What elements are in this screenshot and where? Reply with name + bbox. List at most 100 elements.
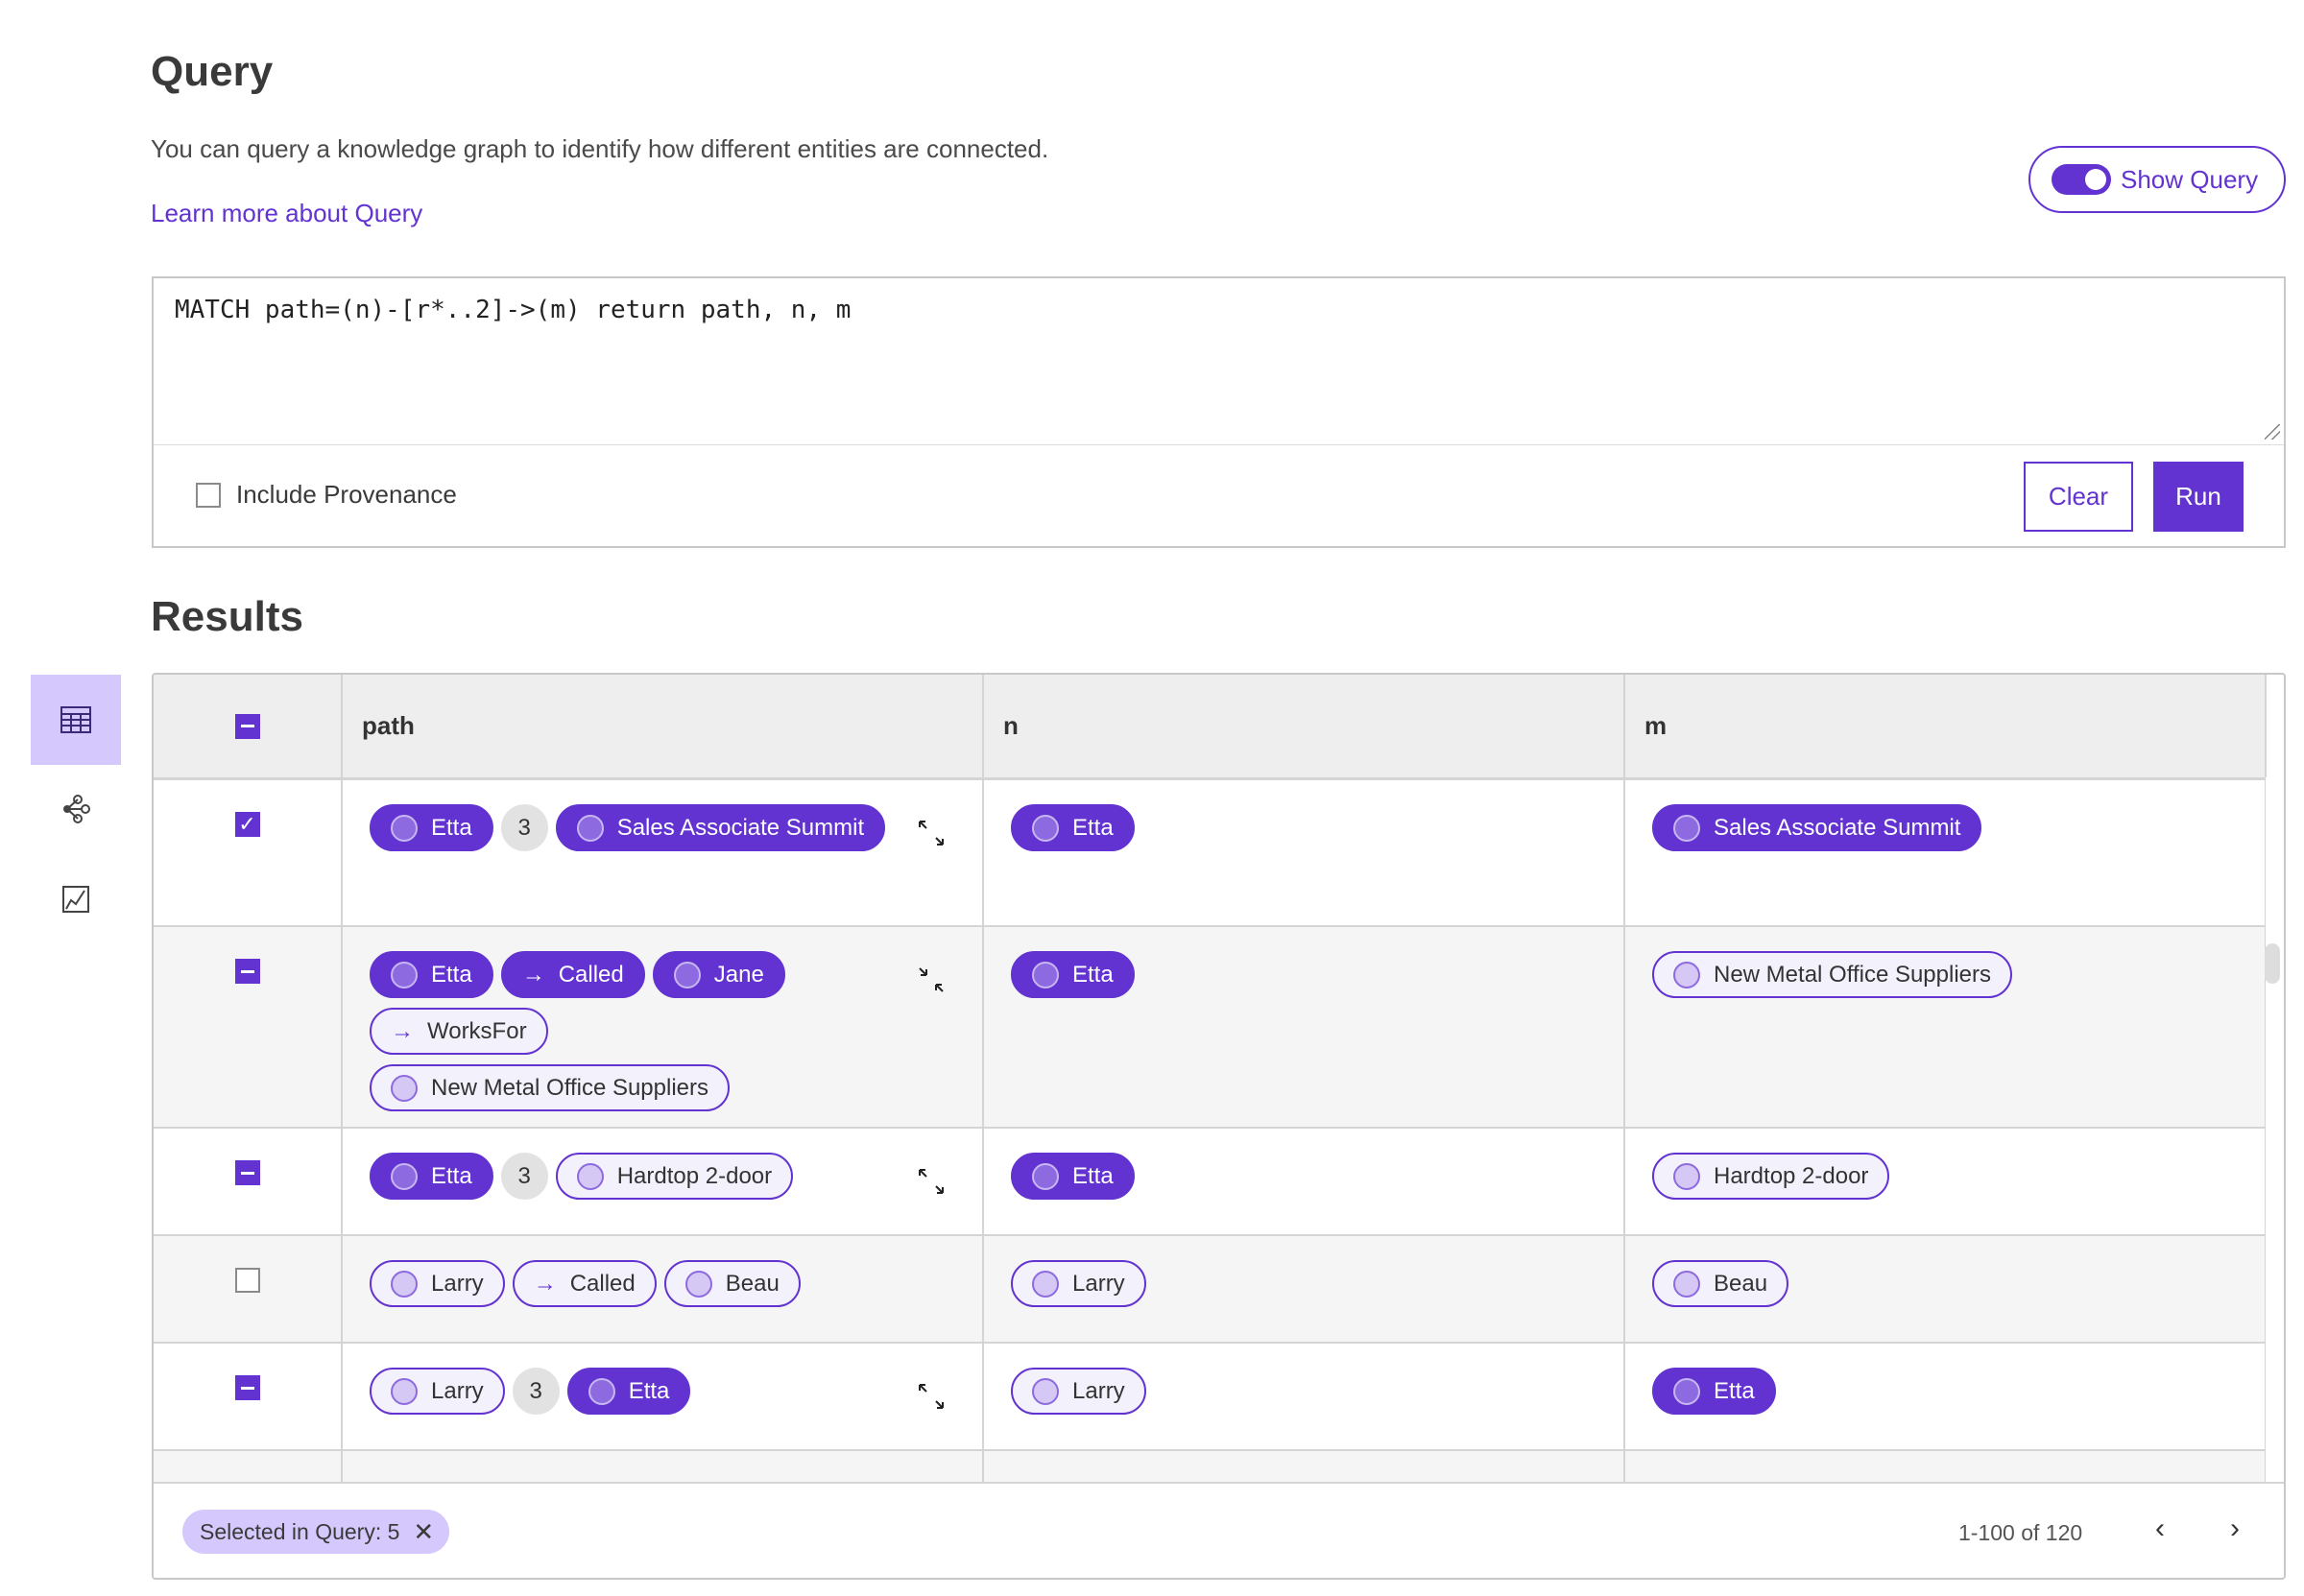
node-chip[interactable]: Etta xyxy=(1652,1368,1776,1415)
path-hop-count[interactable]: 3 xyxy=(512,1368,560,1415)
node-chip[interactable]: Hardtop 2-door xyxy=(555,1153,794,1200)
node-chip[interactable]: Sales Associate Summit xyxy=(1652,804,1982,851)
table-row xyxy=(154,1451,2266,1482)
scrollbar-thumb[interactable] xyxy=(2265,943,2280,984)
chip-label: Larry xyxy=(1072,1377,1125,1404)
node-chip[interactable]: New Metal Office Suppliers xyxy=(1652,951,2013,998)
node-chip[interactable]: Etta xyxy=(1011,951,1135,998)
chip-label: Etta xyxy=(431,961,472,988)
chip-label: Etta xyxy=(1072,814,1114,841)
node-chip[interactable]: Beau xyxy=(663,1260,801,1307)
cell-m: Beau xyxy=(1625,1236,2266,1342)
expand-icon[interactable] xyxy=(917,1382,946,1411)
node-circle-icon xyxy=(1673,1162,1700,1190)
edge-chip[interactable]: → Called xyxy=(500,951,645,998)
next-page-button[interactable]: › xyxy=(2230,1513,2240,1544)
row-checkbox[interactable] xyxy=(234,959,260,984)
node-chip[interactable]: Etta xyxy=(370,951,493,998)
chip-label: Etta xyxy=(1714,1377,1755,1404)
node-circle-icon xyxy=(391,1270,418,1298)
cell-n: Larry xyxy=(984,1344,1625,1449)
node-circle-icon xyxy=(391,1074,418,1102)
close-icon[interactable]: ✕ xyxy=(413,1516,435,1546)
expand-icon[interactable] xyxy=(917,819,946,847)
row-checkbox[interactable] xyxy=(234,1375,260,1400)
chip-label: Etta xyxy=(628,1377,670,1404)
cell-m: Hardtop 2-door xyxy=(1625,1129,2266,1234)
table-row: Etta → Called Jane → WorksFor New Metal Office… xyxy=(154,927,2266,1129)
show-query-toggle[interactable]: Show Query xyxy=(2028,146,2286,213)
node-chip[interactable]: Etta xyxy=(370,804,493,851)
path-hop-count[interactable]: 3 xyxy=(500,1153,548,1200)
results-table: path n m ✓ Etta 3 Sales Associate Summit Ett… xyxy=(152,673,2286,1580)
chart-view-button[interactable] xyxy=(31,854,121,944)
graph-view-button[interactable] xyxy=(31,764,121,854)
node-chip[interactable]: Beau xyxy=(1652,1260,1789,1307)
node-circle-icon xyxy=(588,1377,615,1405)
node-circle-icon xyxy=(673,961,701,989)
node-chip[interactable]: Etta xyxy=(1011,804,1135,851)
node-chip[interactable]: Jane xyxy=(652,951,785,998)
column-header-n[interactable]: n xyxy=(984,675,1625,777)
chip-label: Larry xyxy=(431,1377,484,1404)
node-circle-icon xyxy=(1673,961,1700,989)
node-chip[interactable]: New Metal Office Suppliers xyxy=(370,1064,731,1111)
path-hop-count[interactable]: 3 xyxy=(500,804,548,851)
select-all-checkbox[interactable] xyxy=(234,713,260,739)
cell-m: Etta xyxy=(1625,1344,2266,1449)
chip-label: Called xyxy=(569,1270,636,1297)
run-button[interactable]: Run xyxy=(2153,462,2244,532)
chip-label: New Metal Office Suppliers xyxy=(431,1074,709,1101)
chip-label: Called xyxy=(558,961,624,988)
chip-label: Beau xyxy=(725,1270,780,1297)
node-chip[interactable]: Larry xyxy=(370,1368,505,1415)
row-checkbox[interactable]: ✓ xyxy=(234,812,260,837)
chip-label: Etta xyxy=(431,1162,472,1189)
table-header: path n m xyxy=(154,675,2267,780)
node-chip[interactable]: Etta xyxy=(566,1368,691,1415)
node-circle-icon xyxy=(684,1270,712,1298)
checkbox[interactable] xyxy=(196,482,221,508)
node-chip[interactable]: Etta xyxy=(1011,1153,1135,1200)
node-circle-icon xyxy=(1032,1270,1059,1298)
chip-label: Larry xyxy=(1072,1270,1125,1297)
expand-icon[interactable] xyxy=(917,1167,946,1196)
chip-label: Etta xyxy=(431,814,472,841)
collapse-icon[interactable] xyxy=(917,965,946,994)
query-input[interactable]: MATCH path=(n)-[r*..2]->(m) return path,… xyxy=(154,278,2284,445)
node-chip[interactable]: Etta xyxy=(370,1153,493,1200)
row-checkbox[interactable] xyxy=(234,1160,260,1185)
cell-m: Sales Associate Summit xyxy=(1625,780,2266,925)
learn-more-link[interactable]: Learn more about Query xyxy=(151,199,423,227)
page-title: Query xyxy=(151,48,274,95)
cell-m: New Metal Office Suppliers xyxy=(1625,927,2266,1127)
chip-label: Sales Associate Summit xyxy=(1714,814,1961,841)
edge-chip[interactable]: → Called xyxy=(512,1260,657,1307)
previous-page-button[interactable]: ‹ xyxy=(2155,1513,2165,1544)
node-chip[interactable]: Larry xyxy=(1011,1260,1146,1307)
toggle-switch[interactable] xyxy=(2052,164,2111,195)
node-chip[interactable]: Larry xyxy=(370,1260,505,1307)
column-header-path[interactable]: path xyxy=(343,675,984,777)
clear-button[interactable]: Clear xyxy=(2024,462,2133,532)
column-header-m[interactable]: m xyxy=(1625,675,2267,777)
cell-n: Larry xyxy=(984,1236,1625,1342)
cell-n: Etta xyxy=(984,1129,1625,1234)
cell-path: Larry → Called Beau xyxy=(343,1236,984,1342)
resize-handle[interactable] xyxy=(2265,424,2280,440)
node-circle-icon xyxy=(1032,1162,1059,1190)
edge-chip[interactable]: → WorksFor xyxy=(370,1008,548,1055)
table-body: ✓ Etta 3 Sales Associate Summit Etta Sales As… xyxy=(154,780,2266,1482)
node-chip[interactable]: Sales Associate Summit xyxy=(555,804,886,851)
node-circle-icon xyxy=(1032,1377,1059,1405)
node-circle-icon xyxy=(1673,1377,1700,1405)
node-chip[interactable]: Larry xyxy=(1011,1368,1146,1415)
node-chip[interactable]: Hardtop 2-door xyxy=(1652,1153,1890,1200)
table-view-button[interactable] xyxy=(31,675,121,765)
chip-label: Etta xyxy=(1072,961,1114,988)
row-checkbox[interactable] xyxy=(234,1268,260,1293)
table-icon xyxy=(60,706,91,733)
selected-count-badge: Selected in Query: 5 ✕ xyxy=(182,1510,450,1554)
arrow-right-icon: → xyxy=(533,1270,557,1297)
include-provenance-checkbox[interactable]: Include Provenance xyxy=(196,480,457,510)
